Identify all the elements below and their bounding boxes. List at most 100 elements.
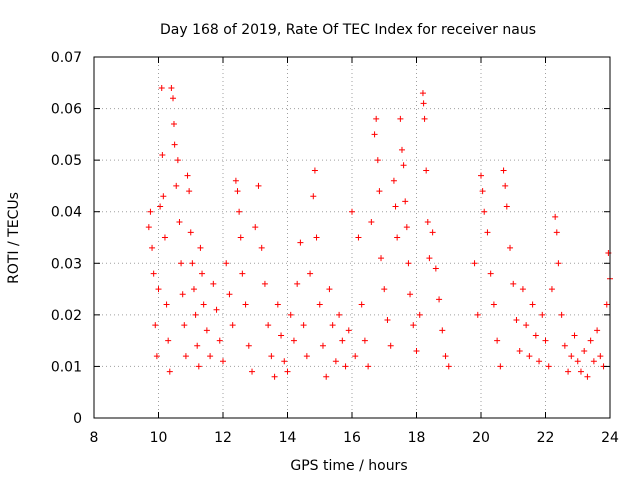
data-point xyxy=(242,301,249,308)
data-point xyxy=(300,322,307,329)
data-point xyxy=(494,337,501,344)
data-points xyxy=(145,84,613,380)
data-point xyxy=(294,280,301,287)
data-point xyxy=(381,286,388,293)
data-point xyxy=(178,260,185,267)
data-point xyxy=(329,322,336,329)
data-point xyxy=(394,234,401,241)
data-point xyxy=(339,337,346,344)
data-point xyxy=(577,368,584,375)
data-point xyxy=(405,260,412,267)
data-point xyxy=(237,234,244,241)
data-point xyxy=(487,270,494,277)
data-point xyxy=(149,244,156,251)
data-point xyxy=(160,193,167,200)
data-point xyxy=(355,234,362,241)
data-point xyxy=(171,141,178,148)
data-point xyxy=(220,358,226,365)
data-point xyxy=(478,172,484,179)
data-point xyxy=(416,311,423,318)
data-point xyxy=(429,229,436,236)
data-point xyxy=(403,224,410,231)
data-point xyxy=(558,311,565,318)
data-point xyxy=(170,95,177,102)
data-point xyxy=(166,368,173,375)
data-point xyxy=(426,255,433,262)
data-point xyxy=(255,182,262,189)
y-tick-label: 0.07 xyxy=(51,50,82,66)
y-tick-label: 0 xyxy=(73,411,82,427)
data-point xyxy=(145,224,152,231)
data-point xyxy=(474,311,481,318)
data-point xyxy=(402,198,409,205)
data-point xyxy=(419,90,426,97)
data-point xyxy=(176,219,183,226)
data-point xyxy=(552,213,559,220)
data-point xyxy=(481,208,488,215)
data-point xyxy=(413,347,420,354)
data-point xyxy=(194,342,201,349)
data-point xyxy=(229,322,236,329)
data-point xyxy=(571,332,578,339)
data-point xyxy=(303,353,310,360)
data-point xyxy=(152,322,159,329)
data-point xyxy=(323,373,330,380)
data-point xyxy=(526,353,533,360)
data-point xyxy=(392,203,399,210)
data-point xyxy=(368,219,375,226)
data-point xyxy=(268,353,275,360)
data-point xyxy=(184,172,191,179)
data-point xyxy=(479,188,486,195)
data-point xyxy=(373,115,380,122)
data-point xyxy=(484,229,491,236)
data-point xyxy=(261,280,268,287)
data-point xyxy=(258,244,265,251)
data-point xyxy=(574,358,581,365)
data-point xyxy=(173,182,180,189)
data-point xyxy=(349,208,355,215)
data-point xyxy=(371,131,378,138)
data-point xyxy=(207,353,214,360)
data-point xyxy=(548,286,555,293)
data-point xyxy=(500,167,507,174)
y-tick-label: 0.02 xyxy=(51,308,82,324)
data-point xyxy=(265,322,272,329)
data-point xyxy=(168,84,175,91)
data-point xyxy=(179,291,186,298)
data-point xyxy=(445,363,452,370)
data-point xyxy=(536,358,543,365)
data-point xyxy=(553,229,560,236)
data-point xyxy=(378,255,385,262)
data-point xyxy=(398,146,405,153)
data-point xyxy=(502,182,509,189)
chart-title: Day 168 of 2019, Rate Of TEC Index for r… xyxy=(160,22,536,38)
data-point xyxy=(342,363,349,370)
data-point xyxy=(284,368,291,375)
data-point xyxy=(226,291,233,298)
data-point xyxy=(195,363,202,370)
data-point xyxy=(436,296,443,303)
data-point xyxy=(252,224,259,231)
data-point xyxy=(539,311,546,318)
data-point xyxy=(213,306,220,313)
data-point xyxy=(336,311,343,318)
data-point xyxy=(565,368,572,375)
data-point xyxy=(507,244,514,251)
data-point xyxy=(165,337,172,344)
x-tick-label: 20 xyxy=(472,430,490,446)
x-tick-label: 10 xyxy=(150,430,168,446)
data-point xyxy=(290,337,297,344)
x-tick-label: 24 xyxy=(601,430,619,446)
data-point xyxy=(316,301,323,308)
data-point xyxy=(181,322,188,329)
data-point xyxy=(407,291,414,298)
data-point xyxy=(584,373,591,380)
data-point xyxy=(510,280,517,287)
data-point xyxy=(361,337,368,344)
data-point xyxy=(249,368,256,375)
data-point xyxy=(603,301,610,308)
data-point xyxy=(190,286,197,293)
data-point xyxy=(561,342,568,349)
data-point xyxy=(365,363,372,370)
data-point xyxy=(423,167,430,174)
